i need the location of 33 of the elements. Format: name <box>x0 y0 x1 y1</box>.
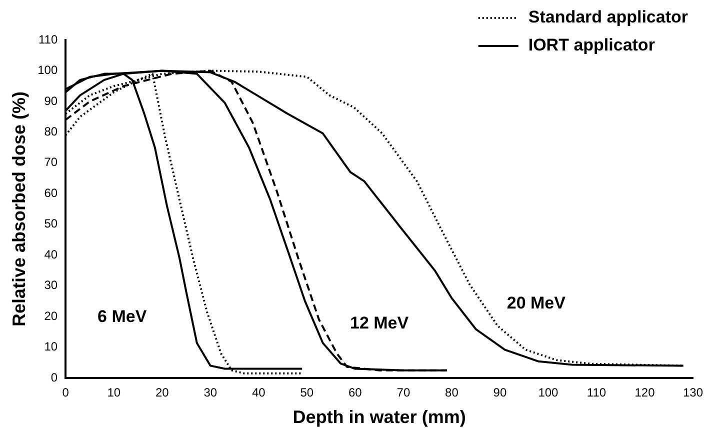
y-tick-label: 0 <box>50 370 58 384</box>
annotation: 12 MeV <box>350 314 410 333</box>
x-tick-label: 100 <box>538 386 559 400</box>
y-tick-label: 80 <box>44 124 58 138</box>
x-tick-label: 120 <box>634 386 656 400</box>
y-axis-title: Relative absorbed dose (%) <box>8 91 29 327</box>
x-tick-label: 110 <box>586 386 606 400</box>
legend-label: Standard applicator <box>528 8 688 27</box>
x-tick-label: 10 <box>107 386 121 400</box>
annotation: 20 MeV <box>506 293 566 312</box>
y-tick-label: 30 <box>44 278 58 292</box>
x-tick-label: 30 <box>204 386 218 400</box>
x-tick-label: 40 <box>252 386 266 400</box>
legend-label: IORT applicator <box>528 36 656 55</box>
x-tick-label: 80 <box>445 386 459 400</box>
x-tick-label: 90 <box>493 386 507 400</box>
y-tick-label: 60 <box>44 186 58 200</box>
x-axis-title: Depth in water (mm) <box>292 407 466 428</box>
x-tick-label: 50 <box>300 386 314 400</box>
x-tick-label: 70 <box>396 386 410 400</box>
y-tick-label: 90 <box>44 94 58 108</box>
y-tick-label: 110 <box>38 32 58 46</box>
y-tick-label: 20 <box>44 308 58 323</box>
y-tick-label: 10 <box>44 340 58 354</box>
x-tick-label: 60 <box>348 386 362 400</box>
y-tick-label: 40 <box>44 247 58 262</box>
y-tick-label: 100 <box>38 63 58 78</box>
y-tick-label: 50 <box>44 216 58 231</box>
x-tick-label: 20 <box>155 386 170 400</box>
x-tick-label: 130 <box>682 386 704 400</box>
x-tick-label: 0 <box>62 386 70 400</box>
annotation: 6 MeV <box>98 306 148 326</box>
y-tick-label: 70 <box>44 155 58 170</box>
